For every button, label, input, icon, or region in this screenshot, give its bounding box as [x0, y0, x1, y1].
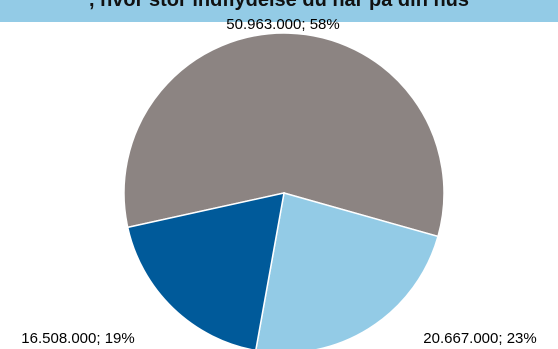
pie-slice-1 — [123, 32, 445, 238]
slice-label-2: 20.667.000; 23% — [423, 330, 536, 347]
pie-slice-2 — [255, 192, 439, 349]
chart-title-banner: , hvor stor indflydelse du har på din hu… — [0, 0, 558, 22]
chart-title: , hvor stor indflydelse du har på din hu… — [88, 0, 470, 11]
slice-label-3: 16.508.000; 19% — [21, 330, 134, 347]
pie-slice-3 — [126, 192, 285, 349]
slice-label-1: 50.963.000; 58% — [226, 16, 339, 33]
